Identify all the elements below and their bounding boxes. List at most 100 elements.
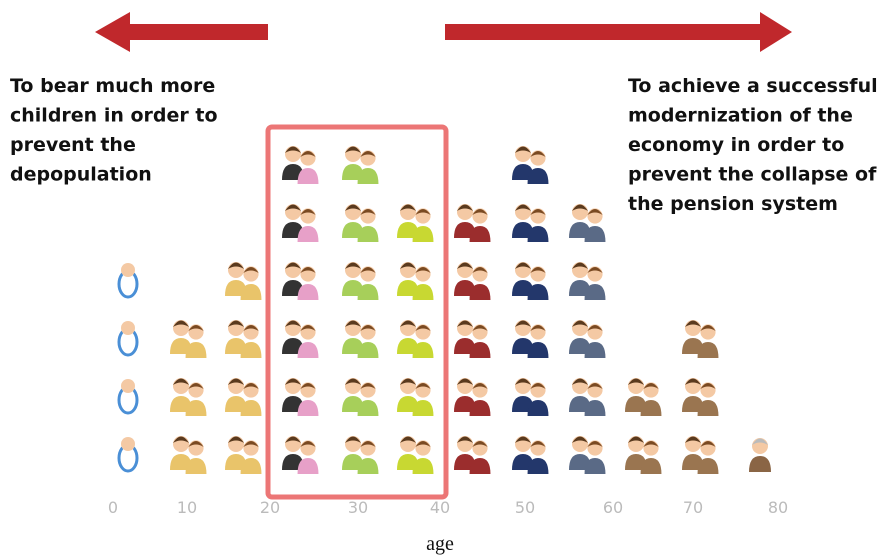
icon bbox=[454, 378, 491, 416]
hair bbox=[400, 262, 416, 269]
hair bbox=[285, 378, 301, 385]
body bbox=[412, 284, 434, 300]
hair bbox=[572, 204, 588, 211]
icon bbox=[282, 436, 319, 474]
icon bbox=[569, 204, 606, 242]
icon bbox=[170, 378, 207, 416]
left-text-line: prevent the bbox=[10, 134, 136, 156]
hair bbox=[685, 320, 701, 327]
hair bbox=[628, 378, 644, 385]
hair bbox=[457, 378, 473, 385]
icon bbox=[170, 320, 207, 358]
icon bbox=[225, 320, 262, 358]
right-text-line: economy in order to bbox=[628, 134, 844, 156]
hair bbox=[457, 320, 473, 327]
right-text-line: To achieve a successful bbox=[628, 75, 878, 97]
hair bbox=[400, 204, 416, 211]
hair bbox=[685, 378, 701, 385]
hair bbox=[243, 267, 259, 273]
hair bbox=[530, 325, 546, 331]
body bbox=[527, 168, 549, 184]
body bbox=[357, 400, 379, 416]
highlight-box bbox=[265, 124, 449, 500]
hair bbox=[360, 383, 376, 389]
left-text-line: To bear much more bbox=[10, 75, 215, 97]
hair bbox=[188, 441, 204, 447]
hair bbox=[515, 262, 531, 269]
body bbox=[584, 400, 606, 416]
hair bbox=[285, 262, 301, 269]
axis-tick-label: 30 bbox=[348, 498, 368, 517]
icon bbox=[454, 436, 491, 474]
axis-title: age bbox=[426, 533, 454, 555]
hair bbox=[700, 441, 716, 447]
body bbox=[749, 456, 771, 472]
body bbox=[584, 458, 606, 474]
hair bbox=[400, 436, 416, 443]
hair bbox=[243, 325, 259, 331]
right-text-line: the pension system bbox=[628, 193, 838, 215]
hair bbox=[345, 204, 361, 211]
hair bbox=[300, 151, 316, 157]
body bbox=[240, 458, 262, 474]
icon bbox=[682, 436, 719, 474]
hair bbox=[360, 267, 376, 273]
icon bbox=[117, 379, 139, 415]
body bbox=[185, 400, 207, 416]
hair bbox=[300, 383, 316, 389]
icon bbox=[397, 378, 434, 416]
hair bbox=[700, 325, 716, 331]
body bbox=[357, 458, 379, 474]
hair bbox=[415, 325, 431, 331]
icon bbox=[569, 320, 606, 358]
icon bbox=[342, 146, 379, 184]
hair bbox=[345, 146, 361, 153]
icon bbox=[282, 378, 319, 416]
body bbox=[527, 400, 549, 416]
icon bbox=[512, 436, 549, 474]
hair bbox=[415, 209, 431, 215]
axis-tick-label: 80 bbox=[768, 498, 788, 517]
body bbox=[697, 400, 719, 416]
body bbox=[469, 342, 491, 358]
body bbox=[412, 226, 434, 242]
icon bbox=[342, 262, 379, 300]
hair bbox=[173, 378, 189, 385]
hair bbox=[587, 209, 603, 215]
head bbox=[121, 437, 135, 451]
body bbox=[640, 458, 662, 474]
head bbox=[121, 263, 135, 277]
hair bbox=[530, 151, 546, 157]
icon bbox=[512, 378, 549, 416]
axis-tick-label: 10 bbox=[177, 498, 197, 517]
body bbox=[357, 284, 379, 300]
body bbox=[412, 458, 434, 474]
body bbox=[357, 226, 379, 242]
axis-tick-label: 60 bbox=[603, 498, 623, 517]
icon bbox=[625, 436, 662, 474]
hair bbox=[587, 267, 603, 273]
hair bbox=[345, 378, 361, 385]
icon bbox=[749, 438, 771, 472]
hair bbox=[285, 436, 301, 443]
hair bbox=[243, 383, 259, 389]
icon bbox=[397, 262, 434, 300]
hair bbox=[472, 325, 488, 331]
hair bbox=[587, 383, 603, 389]
hair bbox=[360, 325, 376, 331]
hair bbox=[228, 378, 244, 385]
left-text-line: children in order to bbox=[10, 105, 218, 127]
hair bbox=[360, 151, 376, 157]
body bbox=[297, 168, 319, 184]
icon bbox=[342, 378, 379, 416]
icon bbox=[342, 320, 379, 358]
icon bbox=[342, 436, 379, 474]
hair bbox=[400, 320, 416, 327]
body bbox=[584, 342, 606, 358]
hair bbox=[530, 441, 546, 447]
hair bbox=[530, 267, 546, 273]
body bbox=[697, 342, 719, 358]
body bbox=[469, 458, 491, 474]
icon bbox=[454, 320, 491, 358]
